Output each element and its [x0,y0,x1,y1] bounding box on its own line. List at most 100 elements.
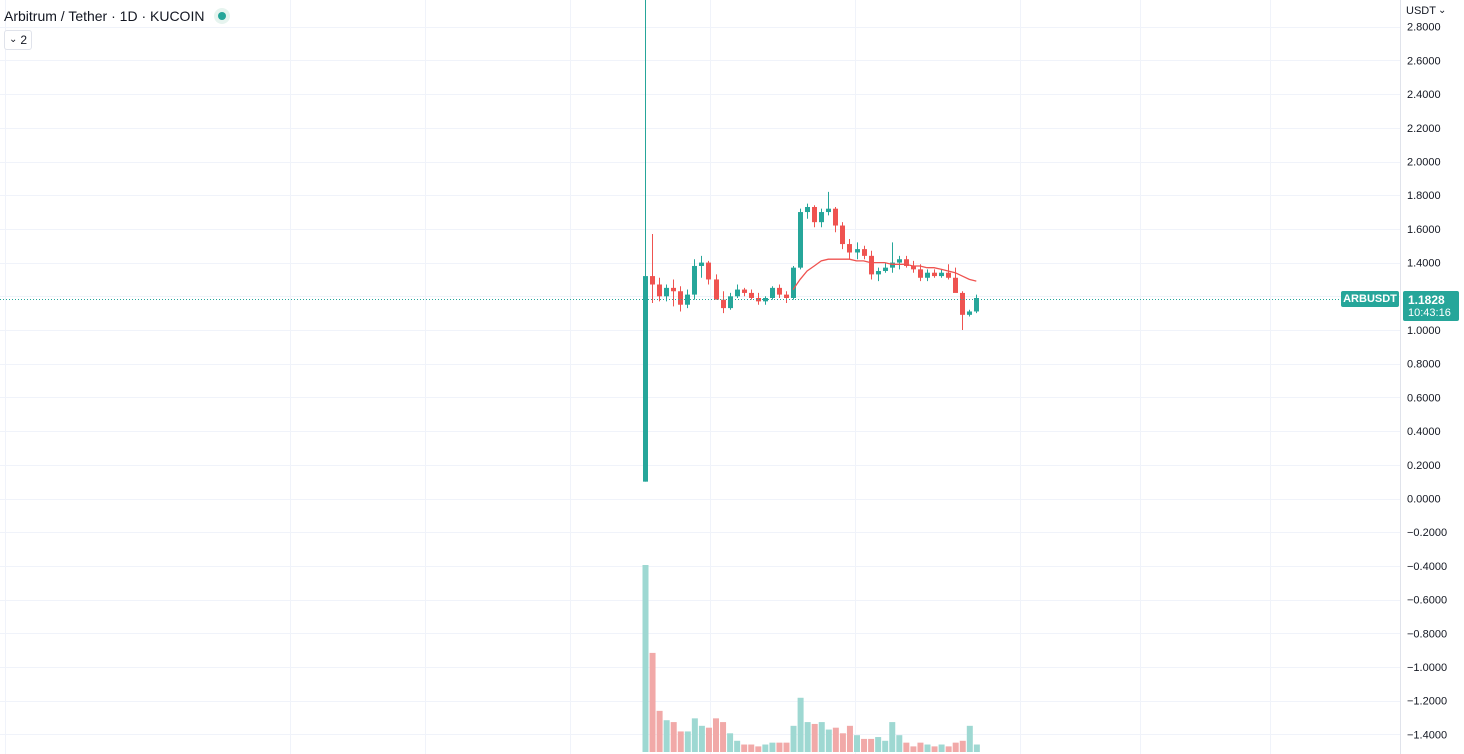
volume-bar [797,697,804,752]
volume-bar [720,722,727,752]
volume-bar [959,740,966,752]
indicators-collapse-button[interactable]: ⌄ 2 [4,30,33,50]
volume-bar [783,742,790,752]
currency-label: USDT [1406,5,1436,17]
volume-bar [698,725,705,752]
volume-bar [762,744,769,752]
symbol-title[interactable]: Arbitrum / Tether · 1D · KUCOIN [4,8,205,24]
volume-bar [889,722,896,752]
volume-bar [790,725,797,752]
volume-bar [670,722,677,752]
candle-body [664,287,669,297]
candle-body [911,265,916,270]
volume-bar [875,737,882,752]
volume-bar [846,725,853,752]
candle-body [833,208,838,226]
chevron-down-icon: ⌄ [9,34,18,45]
candle-body [721,299,726,309]
volume-bar [663,720,670,752]
candle-body [939,272,944,277]
volume-bar [734,740,741,752]
volume-bar [769,742,776,752]
volume-bars [642,565,980,752]
price-tick-label: 0.2000 [1407,460,1441,472]
chevron-down-icon: ⌄ [1437,5,1447,16]
price-tick-label: −1.0000 [1407,662,1447,674]
candle-body [692,265,697,295]
price-tick-label: 1.0000 [1407,325,1441,337]
price-tick-label: −0.8000 [1407,628,1447,640]
symbol-price-label: ARBUSDT [1341,291,1399,307]
price-tick-label: 1.4000 [1407,258,1441,270]
volume-bar [691,718,698,752]
price-tick-label: 2.2000 [1407,123,1441,135]
candle-body [714,279,719,300]
candle-body [953,277,958,293]
market-status-indicator[interactable] [214,8,231,24]
candle-body [643,276,648,482]
candle-body [791,267,796,298]
price-tick-label: −0.4000 [1407,561,1447,573]
candle-body [784,294,789,298]
price-tick-label: 2.6000 [1407,55,1441,67]
candle-body [728,296,733,309]
price-tick-label: 2.4000 [1407,89,1441,101]
currency-selector[interactable]: USDT ⌄ [1406,3,1446,19]
price-tick-label: −1.4000 [1407,729,1447,741]
candle-body [812,206,817,223]
candlesticks [643,0,979,482]
symbol-legend[interactable]: Arbitrum / Tether · 1D · KUCOIN [4,6,231,26]
volume-bar [776,742,783,752]
price-tick-label: 0.8000 [1407,359,1441,371]
volume-bar [713,718,719,752]
candle-body [932,272,937,277]
candle-body [699,262,704,266]
volume-bar [931,746,938,752]
volume-bar [973,744,980,752]
price-tick-label: 2.8000 [1407,22,1441,34]
candle-body [798,212,803,268]
last-price-label: 1.1828 10:43:16 [1403,291,1459,321]
volume-bar [755,746,762,752]
candle-body [706,262,711,280]
candle-body [883,267,888,272]
candle-body [876,271,881,275]
candle-body [777,287,782,295]
volume-bar [727,733,734,752]
volume-bar [896,735,903,752]
volume-bar [938,744,945,752]
price-tick-label: 0.0000 [1407,494,1441,506]
candle-body [918,269,923,278]
candle-body [742,289,747,293]
volume-bar [825,729,832,752]
candle-body [749,292,754,298]
price-scale[interactable]: 2.8000 2.6000 2.4000 2.2000 2.0000 1.8000 1.60… [1407,22,1447,742]
volume-bar [924,744,931,752]
volume-bar [705,727,712,752]
price-tick-label: 0.6000 [1407,392,1441,404]
candle-body [819,212,824,223]
volume-bar [952,742,959,752]
market-open-dot-icon [218,12,227,20]
indicator-count: 2 [20,33,28,47]
candle-body [770,287,775,298]
volume-bar [910,746,917,752]
volume-bar [882,740,889,752]
price-tick-label: −0.2000 [1407,527,1447,539]
volume-bar [854,735,860,752]
bar-countdown: 10:43:16 [1408,306,1451,319]
grid [0,0,1400,754]
candle-body [925,272,930,278]
volume-bar [832,727,839,752]
price-tick-label: 0.4000 [1407,426,1441,438]
candle-body [967,311,972,315]
price-tick-label: 1.6000 [1407,224,1441,236]
volume-bar [656,710,663,752]
price-tick-label: 2.0000 [1407,157,1441,169]
volume-bar [811,723,818,752]
volume-bar [677,731,684,752]
candle-body [657,284,662,297]
candle-body [805,206,810,213]
price-tick-label: 1.8000 [1407,190,1441,202]
